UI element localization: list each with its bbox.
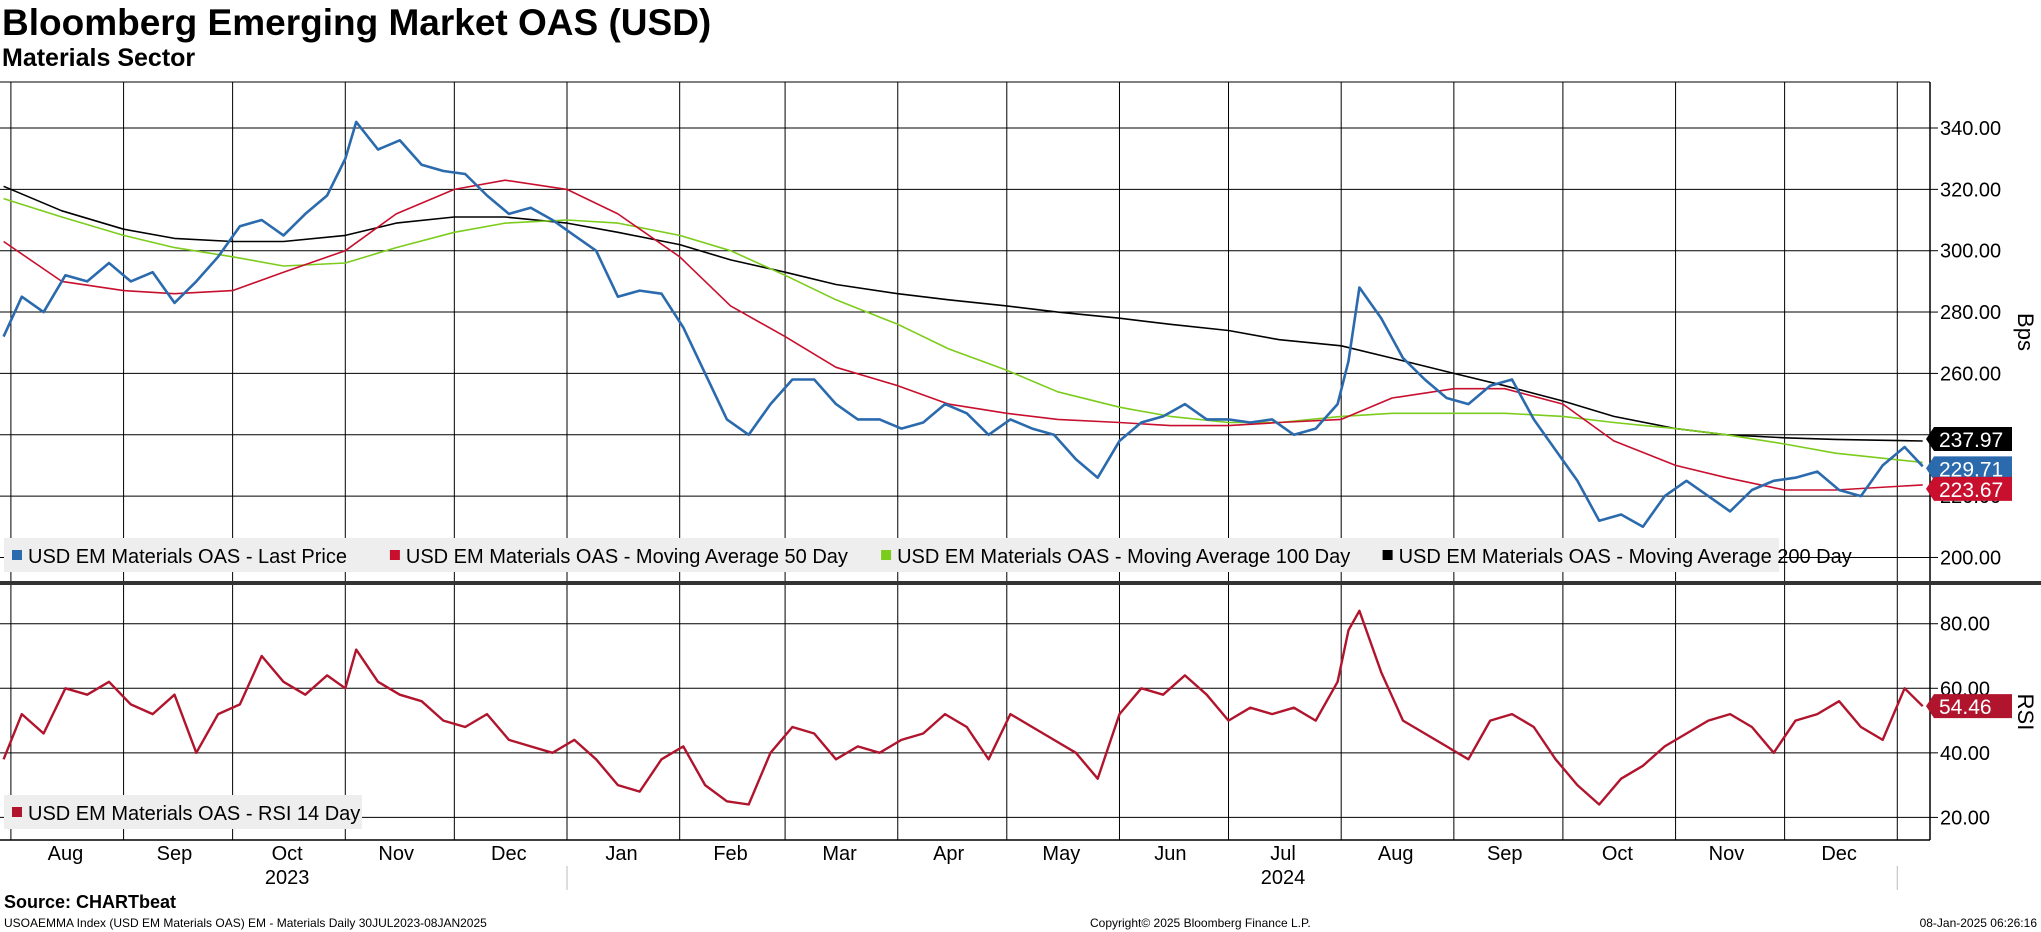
index-description: USOAEMMA Index (USD EM Materials OAS) EM…: [4, 916, 487, 930]
legend-swatch-ma100: [881, 550, 892, 560]
x-month-label: Sep: [1487, 843, 1523, 865]
chart-axes: 200.00220.00240.00260.00280.00300.00320.…: [0, 81, 2041, 890]
price-axis-title: Bps: [2013, 313, 2038, 351]
x-month-label: Jun: [1154, 843, 1186, 865]
x-month-label: Sep: [157, 843, 193, 865]
price-y-tick-label: 320.00: [1940, 179, 2001, 201]
price-y-tick-label: 260.00: [1940, 363, 2001, 385]
x-month-label: Jul: [1270, 843, 1296, 865]
series-line-last_price: [2, 120, 1924, 529]
legend-entry-ma100: USD EM Materials OAS - Moving Average 10…: [897, 546, 1350, 568]
x-year-label: 2023: [265, 867, 310, 889]
last-value-tag: [1926, 426, 2012, 451]
x-month-label: Apr: [933, 843, 964, 865]
rsi-panel-series: [2, 609, 1924, 806]
legend-background: [4, 795, 362, 829]
price-panel-series: [2, 120, 1924, 529]
price-y-tick-label: 300.00: [1940, 241, 2001, 263]
x-year-label: 2024: [1261, 867, 1306, 889]
price-y-tick-label: 280.00: [1940, 302, 2001, 324]
series-line-ma200: [3, 185, 1923, 442]
last-value-tag: [1926, 694, 2012, 719]
legend-swatch-last_price: [12, 550, 22, 560]
rsi-y-tick-label: 20.00: [1940, 807, 1990, 829]
timestamp: 08-Jan-2025 06:26:16: [1919, 916, 2037, 930]
last-value-text: 223.67: [1939, 479, 2003, 502]
x-month-label: Oct: [272, 843, 304, 865]
last-value-text: 229.71: [1939, 458, 2003, 481]
chart-title: Bloomberg Emerging Market OAS (USD): [2, 2, 712, 43]
copyright-note: Copyright© 2025 Bloomberg Finance L.P.: [1090, 916, 1311, 930]
x-month-label: Nov: [1709, 843, 1745, 865]
legend-background: [4, 538, 1779, 572]
rsi-panel-grid: [0, 585, 1930, 840]
rsi-y-tick-label: 80.00: [1940, 614, 1990, 636]
legend-swatch-rsi: [12, 807, 22, 817]
price-y-tick-label: 200.00: [1940, 547, 2001, 569]
legend-entry-last_price: USD EM Materials OAS - Last Price: [28, 546, 347, 568]
x-month-label: Dec: [491, 843, 527, 865]
legend-entry-rsi: USD EM Materials OAS - RSI 14 Day: [28, 803, 360, 825]
series-line-rsi: [2, 609, 1924, 806]
x-month-label: Aug: [48, 843, 84, 865]
x-month-label: Jan: [605, 843, 637, 865]
x-month-label: Dec: [1821, 843, 1857, 865]
last-value-tag: [1926, 476, 2012, 501]
legend-entry-ma200: USD EM Materials OAS - Moving Average 20…: [1399, 546, 1852, 568]
chart-subtitle: Materials Sector: [2, 44, 196, 72]
x-month-label: Nov: [378, 843, 414, 865]
rsi-y-tick-label: 40.00: [1940, 743, 1990, 765]
chart-legend: USD EM Materials OAS - Last Price USD EM …: [4, 538, 1852, 829]
last-value-tag: [1926, 456, 2012, 481]
x-month-label: Aug: [1378, 843, 1414, 865]
last-value-text: 54.46: [1939, 696, 1992, 719]
price-panel-grid: [0, 82, 1930, 582]
series-line-ma100: [3, 197, 1923, 464]
panel-divider: [0, 581, 2041, 585]
x-month-label: Feb: [713, 843, 747, 865]
x-month-label: Oct: [1602, 843, 1634, 865]
source-note: Source: CHARTbeat: [4, 892, 177, 912]
price-y-tick-label: 340.00: [1940, 118, 2001, 140]
x-month-label: May: [1042, 843, 1080, 865]
last-value-text: 237.97: [1939, 429, 2003, 452]
series-line-ma50: [3, 179, 1923, 491]
legend-swatch-ma200: [1382, 550, 1393, 560]
legend-entry-ma50: USD EM Materials OAS - Moving Average 50…: [406, 546, 848, 568]
x-month-label: Mar: [822, 843, 857, 865]
rsi-axis-title: RSI: [2013, 694, 2038, 731]
legend-swatch-ma50: [389, 550, 400, 560]
